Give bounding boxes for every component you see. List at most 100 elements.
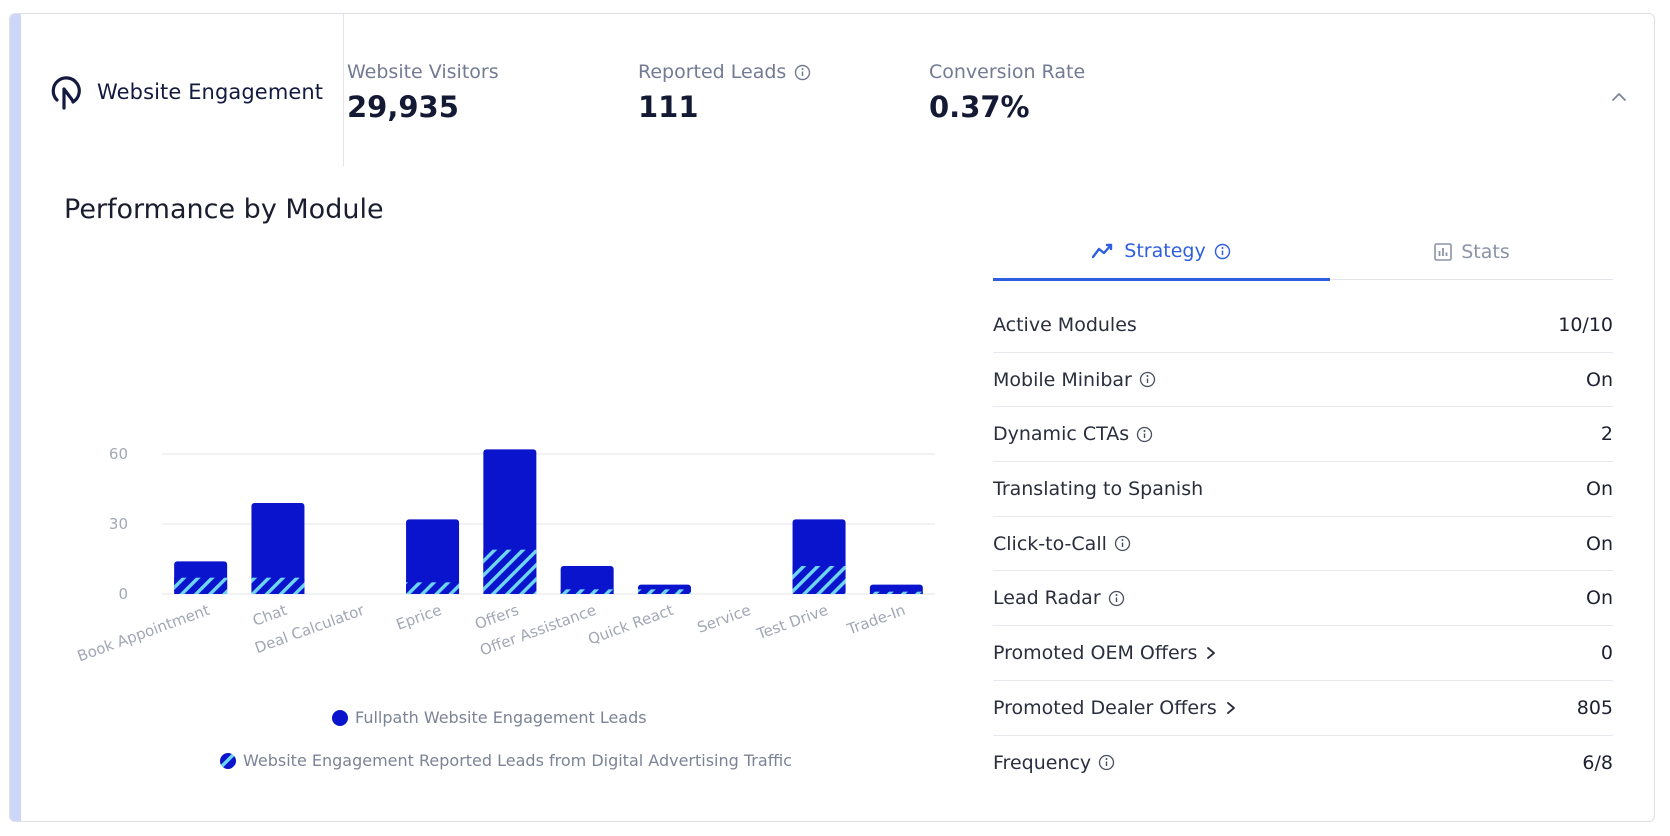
collapse-button[interactable]	[1608, 86, 1630, 108]
card-accent-bar	[10, 14, 21, 821]
bar-reported-leads	[637, 589, 691, 594]
info-icon[interactable]	[794, 64, 811, 81]
x-tick-label: Trade-In	[844, 601, 908, 639]
strategy-row: Frequency 6/8	[993, 736, 1613, 791]
strategy-row[interactable]: Promoted OEM Offers 0	[993, 626, 1613, 681]
info-icon[interactable]	[1136, 426, 1153, 443]
strategy-row: Click-to-Call On	[993, 517, 1613, 572]
bar-fullpath-leads	[251, 503, 305, 594]
strategy-row-label-text: Mobile Minibar	[993, 368, 1132, 391]
strategy-row-value: 10/10	[1558, 313, 1613, 336]
bar-chart-icon	[1433, 242, 1453, 262]
strategy-row[interactable]: Promoted Dealer Offers 805	[993, 681, 1613, 736]
strategy-row-label-text: Promoted Dealer Offers	[993, 696, 1217, 719]
legend-label: Website Engagement Reported Leads from D…	[243, 751, 792, 770]
legend-item-fullpath: Fullpath Website Engagement Leads	[332, 708, 647, 727]
x-tick-label: Test Drive	[754, 601, 831, 644]
tab-label: Strategy	[1124, 240, 1206, 262]
section-title: Performance by Module	[64, 194, 384, 225]
strategy-row-label: Click-to-Call	[993, 533, 1131, 555]
strategy-row: Translating to Spanish On	[993, 462, 1613, 517]
strategy-row-value: On	[1586, 532, 1613, 555]
info-icon[interactable]	[1114, 535, 1131, 552]
strategy-row-value: 2	[1600, 423, 1613, 446]
tab-stats[interactable]: Stats	[1330, 224, 1613, 280]
kpi-website-visitors: Website Visitors 29,935	[347, 58, 499, 124]
y-tick-label: 60	[109, 445, 128, 463]
x-tick-label: Eprice	[394, 601, 444, 634]
strategy-row-value: On	[1586, 477, 1613, 500]
strategy-row-value: On	[1586, 587, 1613, 610]
strategy-row-value: 0	[1600, 641, 1613, 664]
bar-fullpath-leads	[406, 519, 460, 594]
strategy-row: Lead Radar On	[993, 571, 1613, 627]
chevron-right-icon[interactable]	[1224, 701, 1238, 715]
info-icon[interactable]	[1214, 243, 1231, 260]
kpi-label-text: Website Visitors	[347, 61, 499, 83]
brand: Website Engagement	[51, 70, 323, 114]
strategy-row-label-text: Dynamic CTAs	[993, 423, 1130, 446]
x-tick-label: Service	[695, 601, 753, 637]
strategy-row-label-text: Promoted OEM Offers	[993, 641, 1198, 664]
strategy-row-value: 805	[1576, 696, 1613, 719]
kpi-value: 111	[638, 90, 699, 124]
trend-line-icon	[1092, 243, 1116, 259]
strategy-row-label: Lead Radar	[993, 587, 1125, 609]
y-tick-label: 30	[109, 515, 128, 533]
strategy-row-label: Dynamic CTAs	[993, 423, 1153, 445]
strategy-stats-tabs: Strategy Stats	[993, 224, 1613, 281]
legend-swatch-hatched	[220, 753, 236, 769]
kpi-label-text: Reported Leads	[638, 61, 787, 83]
strategy-row-label-text: Click-to-Call	[993, 532, 1107, 555]
strategy-row: Mobile Minibar On	[993, 353, 1613, 408]
strategy-row-label-text: Frequency	[993, 751, 1092, 774]
strategy-row-value: 6/8	[1582, 751, 1613, 774]
bar-reported-leads	[560, 589, 614, 594]
legend-item-reported: Website Engagement Reported Leads from D…	[220, 751, 792, 770]
header-divider	[343, 14, 344, 166]
fullpath-logo-icon	[51, 74, 83, 110]
info-icon[interactable]	[1139, 371, 1156, 388]
bar-reported-leads	[174, 577, 228, 594]
strategy-row-label: Mobile Minibar	[993, 369, 1156, 391]
info-icon[interactable]	[1108, 590, 1125, 607]
strategy-row-label-text: Lead Radar	[993, 587, 1101, 610]
kpi-label: Conversion Rate	[929, 58, 1085, 86]
bar-reported-leads	[251, 577, 305, 594]
tab-strategy[interactable]: Strategy	[993, 224, 1330, 281]
bar-reported-leads	[869, 591, 923, 594]
strategy-row-value: On	[1586, 368, 1613, 391]
chevron-right-icon[interactable]	[1204, 646, 1218, 660]
legend-label: Fullpath Website Engagement Leads	[355, 708, 647, 727]
x-tick-label: Quick React	[586, 601, 676, 649]
kpi-value: 29,935	[347, 90, 459, 124]
strategy-row-label: Active Modules	[993, 314, 1137, 336]
strategy-row-label: Promoted Dealer Offers	[993, 697, 1238, 719]
brand-title: Website Engagement	[97, 80, 324, 104]
bar-reported-leads	[483, 549, 537, 594]
strategy-row-label-text: Active Modules	[993, 313, 1137, 336]
strategy-row-label: Promoted OEM Offers	[993, 642, 1218, 664]
bar-fullpath-leads	[560, 566, 614, 594]
kpi-value: 0.37%	[929, 90, 1030, 124]
kpi-label-text: Conversion Rate	[929, 61, 1086, 83]
strategy-row: Active Modules 10/10	[993, 298, 1613, 353]
strategy-row: Dynamic CTAs 2	[993, 407, 1613, 463]
website-engagement-card: Website Engagement Website Visitors 29,9…	[9, 13, 1655, 822]
bar-reported-leads	[406, 582, 460, 594]
kpi-label: Reported Leads	[638, 58, 811, 86]
strategy-row-label: Frequency	[993, 752, 1115, 774]
tab-label: Stats	[1461, 241, 1510, 263]
kpi-conversion-rate: Conversion Rate 0.37%	[929, 58, 1085, 124]
x-tick-label: Book Appointment	[75, 601, 212, 666]
info-icon[interactable]	[1098, 754, 1115, 771]
x-tick-label: Chat	[250, 601, 289, 630]
y-tick-label: 0	[118, 585, 128, 603]
kpi-label: Website Visitors	[347, 58, 499, 86]
bar-reported-leads	[792, 566, 846, 594]
strategy-list: Active Modules 10/10 Mobile Minibar On Dynam…	[993, 298, 1613, 790]
strategy-row-label-text: Translating to Spanish	[993, 477, 1204, 500]
chevron-up-icon	[1611, 92, 1627, 102]
strategy-row-label: Translating to Spanish	[993, 478, 1203, 500]
